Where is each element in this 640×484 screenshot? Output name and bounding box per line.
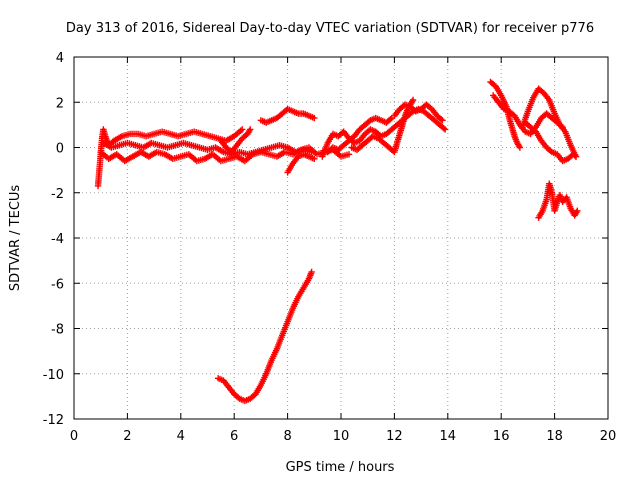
series-track-15 (535, 180, 581, 221)
x-tick-label: 10 (333, 429, 350, 444)
series-track-5 (257, 105, 318, 126)
data-point (409, 96, 417, 104)
series-track-1 (94, 126, 246, 190)
data-point (439, 117, 446, 124)
x-tick-label: 6 (230, 429, 238, 444)
x-tick-label: 16 (493, 429, 510, 444)
data-point (239, 126, 246, 133)
data-point (574, 207, 581, 215)
data-point (308, 148, 315, 156)
data-layer (94, 78, 581, 405)
plot-frame (73, 56, 609, 420)
data-point (345, 151, 353, 158)
x-tick-label: 20 (600, 429, 617, 444)
data-point (311, 114, 318, 122)
x-tick-label: 8 (283, 429, 291, 444)
data-point (437, 116, 445, 123)
x-tick-label: 4 (177, 429, 185, 444)
y-tick-label: -4 (51, 232, 64, 247)
x-axis-label: GPS time / hours (286, 460, 395, 475)
series-track-6 (284, 151, 318, 176)
data-point (440, 125, 447, 132)
y-tick-label: 4 (56, 51, 64, 66)
series-track-14 (522, 119, 580, 165)
x-tick-label: 0 (70, 429, 78, 444)
series-track-11 (487, 78, 524, 151)
x-tick-label: 2 (123, 429, 131, 444)
data-point (308, 268, 315, 276)
data-point (571, 152, 578, 159)
series-track-13 (519, 85, 580, 160)
y-tick-label: 2 (56, 96, 64, 111)
x-tick-label: 12 (386, 429, 403, 444)
series-track-3 (100, 139, 315, 158)
series-track-9 (348, 96, 417, 156)
data-point (441, 126, 449, 133)
x-tick-label: 14 (440, 429, 457, 444)
y-tick-label: -2 (51, 187, 64, 202)
x-tick-label: 18 (546, 429, 563, 444)
y-tick-label: 0 (56, 142, 64, 157)
series-track-10 (391, 101, 446, 124)
series-track-4 (217, 126, 254, 156)
data-point (572, 153, 580, 160)
y-tick-label: -6 (51, 277, 64, 292)
y-tick-label: -12 (43, 413, 64, 428)
data-point (311, 155, 318, 163)
data-point (516, 144, 524, 151)
y-axis-label: SDTVAR / TECUs (8, 185, 23, 292)
series-track-16 (214, 268, 315, 405)
y-tick-label: -8 (51, 323, 64, 338)
data-point (247, 126, 254, 133)
data-point (387, 116, 394, 123)
chart-title: Day 313 of 2016, Sidereal Day-to-day VTE… (66, 21, 594, 36)
y-tick-label: -10 (43, 368, 64, 383)
